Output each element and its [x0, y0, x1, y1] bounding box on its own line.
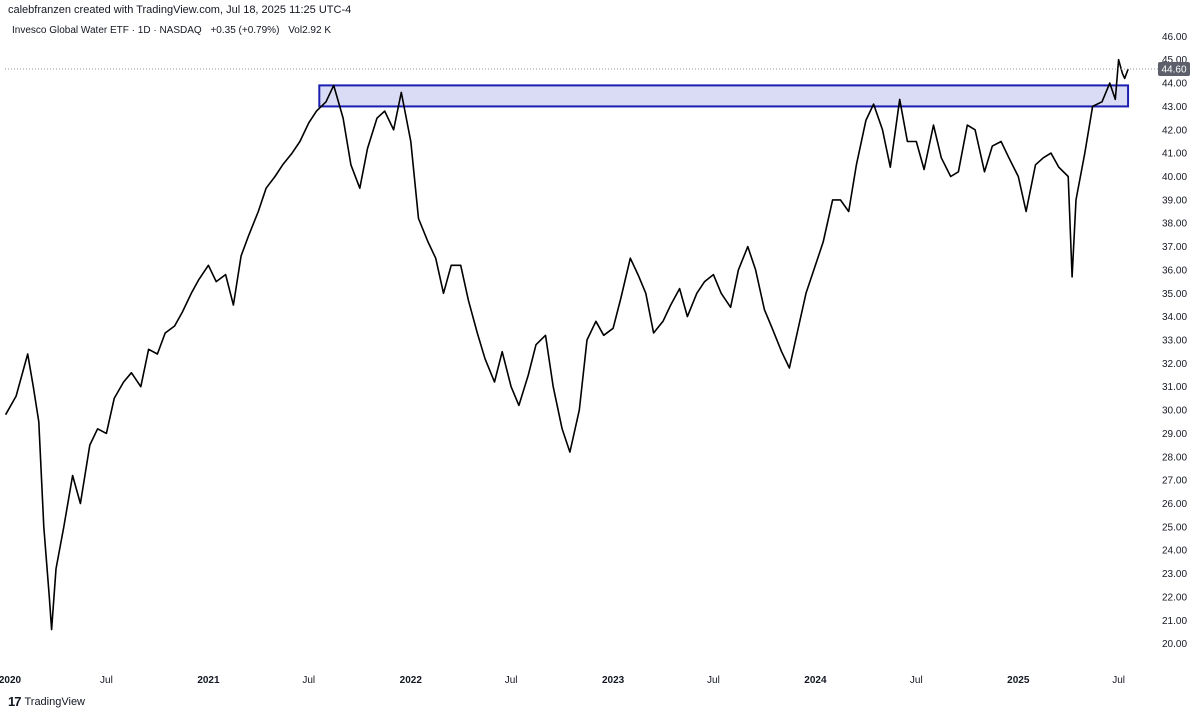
price-tick-label: 41.00: [1162, 149, 1187, 160]
price-tick-label: 35.00: [1162, 289, 1187, 300]
price-tick-label: 33.00: [1162, 336, 1187, 347]
time-tick-label: Jul: [505, 675, 518, 686]
time-tick-label: 2025: [1007, 675, 1030, 686]
price-tick-label: 36.00: [1162, 265, 1187, 276]
price-axis: 20.00 21.00 22.00 23.00 24.00 25.00 26.00 27.00…: [1162, 32, 1187, 650]
price-tick-label: 34.00: [1162, 312, 1187, 323]
price-tick-label: 22.00: [1162, 592, 1187, 603]
symbol-title[interactable]: Invesco Global Water ETF · 1D · NASDAQ: [12, 25, 202, 36]
tradingview-logo-icon: 17: [8, 694, 22, 709]
price-tick-label: 38.00: [1162, 219, 1187, 230]
resistance-zone[interactable]: [318, 84, 1130, 108]
price-tick-label: 46.00: [1162, 32, 1187, 43]
tradingview-brand: TradingView: [24, 695, 86, 708]
volume-label: Vol2.92 K: [288, 25, 331, 36]
price-tick-label: 26.00: [1162, 499, 1187, 510]
symbol-legend: Invesco Global Water ETF · 1D · NASDAQ +…: [12, 25, 337, 36]
price-tick-label: 29.00: [1162, 429, 1187, 440]
last-price-label: 44.60: [1161, 65, 1186, 76]
resistance-zone-layer: [318, 84, 1130, 108]
time-tick-label: 2023: [602, 675, 625, 686]
chart-caption: calebfranzen created with TradingView.co…: [8, 4, 352, 16]
time-tick-label: Jul: [1112, 675, 1125, 686]
price-tick-label: 43.00: [1162, 102, 1187, 113]
price-tick-label: 21.00: [1162, 616, 1187, 627]
time-tick-label: 2022: [400, 675, 423, 686]
time-tick-label: Jul: [910, 675, 923, 686]
price-tick-label: 27.00: [1162, 476, 1187, 487]
price-tick-label: 25.00: [1162, 522, 1187, 533]
price-tick-label: 42.00: [1162, 125, 1187, 136]
price-change: +0.35 (+0.79%): [210, 25, 280, 36]
price-tick-label: 44.00: [1162, 79, 1187, 90]
time-tick-label: 2020: [0, 675, 22, 686]
time-tick-label: 2024: [804, 675, 827, 686]
price-tick-label: 24.00: [1162, 546, 1187, 557]
volume-label-text: Vol: [288, 25, 303, 36]
time-tick-label: 2021: [197, 675, 220, 686]
price-line[interactable]: [4, 58, 1129, 631]
price-tick-label: 28.00: [1162, 452, 1187, 463]
price-tick-label: 20.00: [1162, 639, 1187, 650]
price-tick-label: 39.00: [1162, 195, 1187, 206]
time-tick-label: Jul: [707, 675, 720, 686]
time-tick-label: Jul: [100, 675, 113, 686]
time-axis: 2020 Jul 2021 Jul 2022 Jul 2023 Jul 2024 Jul 2025 J…: [0, 675, 1125, 686]
volume-value: 2.92 K: [302, 25, 332, 36]
time-tick-label: Jul: [302, 675, 315, 686]
price-tick-label: 23.00: [1162, 569, 1187, 580]
price-tick-label: 45.00: [1162, 55, 1187, 66]
price-tick-label: 32.00: [1162, 359, 1187, 370]
tradingview-footer: 17 TradingView: [8, 694, 85, 709]
last-price-badge: [1158, 62, 1190, 77]
price-tick-label: 30.00: [1162, 406, 1187, 417]
price-tick-label: 37.00: [1162, 242, 1187, 253]
price-tick-label: 31.00: [1162, 382, 1187, 393]
price-tick-label: 40.00: [1162, 172, 1187, 183]
price-line-layer: [4, 58, 1129, 631]
last-price-marker: 44.60: [5, 62, 1190, 77]
